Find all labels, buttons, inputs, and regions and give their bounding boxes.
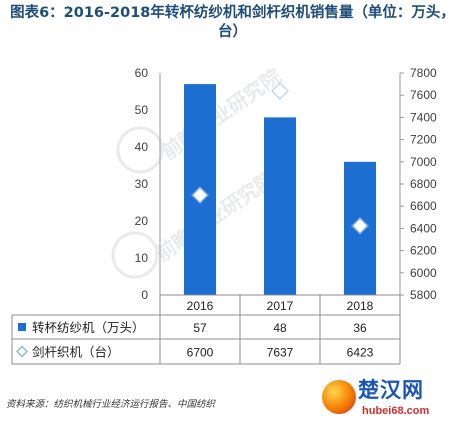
y-left-tick-label: 50 [135, 103, 149, 117]
table-cell: 36 [353, 321, 367, 335]
x-category-label: 2017 [267, 299, 294, 313]
y-right-tick-label: 5800 [410, 288, 437, 302]
x-category-label: 2016 [187, 299, 214, 313]
y-right-tick-label: 6800 [410, 177, 437, 191]
scatter-point [190, 186, 210, 205]
y-right-tick-label: 7800 [410, 66, 437, 80]
x-category-label: 2018 [347, 299, 374, 313]
table-cell: 48 [273, 321, 287, 335]
y-right-tick-label: 6200 [410, 244, 437, 258]
scatter-point [271, 82, 289, 100]
y-right-tick-label: 7000 [410, 155, 437, 169]
bar [264, 117, 296, 296]
logo-ball-icon [322, 380, 356, 414]
y-right-tick-label: 7200 [410, 133, 437, 147]
y-left-tick-label: 30 [135, 177, 149, 191]
table-cell: 6700 [187, 346, 214, 360]
y-right-tick-label: 7400 [410, 110, 437, 124]
y-left-tick-label: 60 [135, 66, 149, 80]
table-cell: 7637 [267, 346, 294, 360]
chart-title: 图表6：2016-2018年转杯纺纱机和剑杆织机销售量（单位：万头，台） [10, 5, 455, 40]
y-left-tick-label: 10 [135, 251, 149, 265]
legend-diamond-swatch [16, 345, 28, 358]
table-cell: 57 [193, 321, 207, 335]
y-right-tick-label: 7600 [410, 88, 437, 102]
logo-name: 楚汉网 [358, 378, 424, 402]
logo-url: hubei68.com [362, 405, 430, 417]
y-right-tick-label: 6400 [410, 221, 437, 235]
scatter-point [350, 216, 370, 235]
table-cell: 6423 [347, 346, 374, 360]
table-row-label: 转杯纺纱机（万头） [32, 320, 145, 335]
y-left-tick-label: 0 [141, 288, 148, 302]
source-note: 资料来源：纺织机械行业经济运行报告、中国纺织 [6, 399, 216, 410]
y-right-tick-label: 6000 [410, 266, 437, 280]
site-logo[interactable]: 楚汉网 hubei68.com [318, 372, 465, 428]
y-left-tick-label: 20 [135, 214, 149, 228]
y-left-tick-label: 40 [135, 140, 149, 154]
table-row-label: 剑杆织机（台） [32, 345, 120, 360]
y-right-tick-label: 6600 [410, 199, 437, 213]
legend-bar-swatch [18, 323, 26, 331]
